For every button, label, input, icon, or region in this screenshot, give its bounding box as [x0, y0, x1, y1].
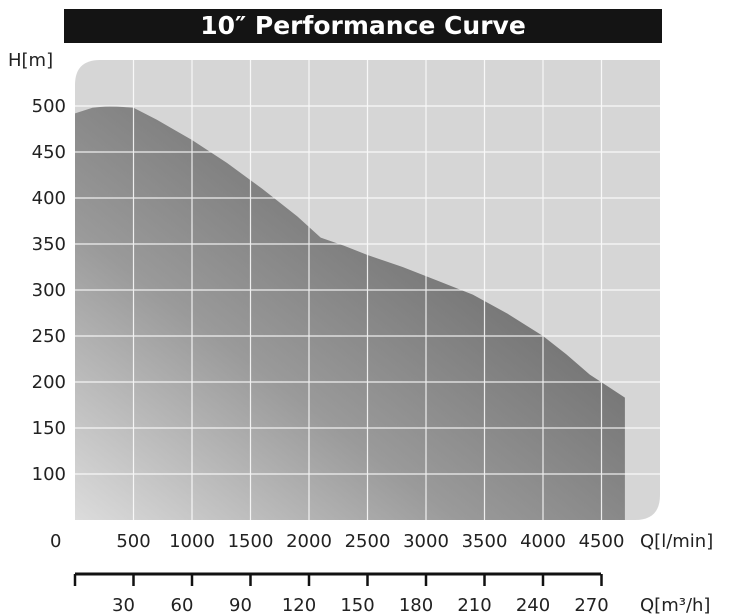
x-tick-label: 3500: [462, 531, 508, 552]
secondary-tick-labels: 30 60 90 120 150 180 210 240 270: [112, 595, 609, 616]
secondary-tick-label: 210: [457, 595, 491, 616]
origin-label: 0: [50, 531, 61, 552]
y-tick-label: 400: [32, 188, 66, 209]
x-tick-label: 2000: [286, 531, 332, 552]
secondary-tick-label: 150: [340, 595, 374, 616]
y-tick-label: 200: [32, 372, 66, 393]
secondary-axis-label: Q[m³/h]: [640, 595, 710, 616]
secondary-tick-label: 270: [574, 595, 608, 616]
x-tick-label: 1500: [228, 531, 274, 552]
chart-title: 10″ Performance Curve: [64, 9, 662, 43]
y-tick-label: 300: [32, 280, 66, 301]
x-axis-label: Q[l/min]: [640, 531, 713, 552]
x-tick-label: 4000: [520, 531, 566, 552]
secondary-tick-label: 90: [229, 595, 252, 616]
x-tick-label: 4500: [579, 531, 625, 552]
x-tick-labels: 500 1000 1500 2000 2500 3000 3500 4000 4500: [116, 531, 624, 552]
x-tick-label: 1000: [169, 531, 215, 552]
y-tick-label: 500: [32, 96, 66, 117]
x-tick-label: 3000: [403, 531, 449, 552]
secondary-tick-label: 180: [399, 595, 433, 616]
secondary-axis: [73, 572, 603, 586]
y-axis-label: H[m]: [8, 50, 53, 71]
y-tick-label: 350: [32, 234, 66, 255]
y-tick-label: 450: [32, 142, 66, 163]
secondary-tick-label: 30: [112, 595, 135, 616]
y-tick-labels: 100 150 200 250 300 350 400 450 500: [32, 96, 66, 485]
y-tick-label: 250: [32, 326, 66, 347]
secondary-tick-label: 240: [516, 595, 550, 616]
secondary-tick-label: 60: [171, 595, 194, 616]
grid-lines: [75, 60, 660, 520]
y-tick-label: 150: [32, 418, 66, 439]
y-tick-label: 100: [32, 464, 66, 485]
x-tick-label: 2500: [345, 531, 391, 552]
x-tick-label: 500: [116, 531, 150, 552]
secondary-tick-label: 120: [282, 595, 316, 616]
performance-curve-area: [75, 106, 625, 520]
